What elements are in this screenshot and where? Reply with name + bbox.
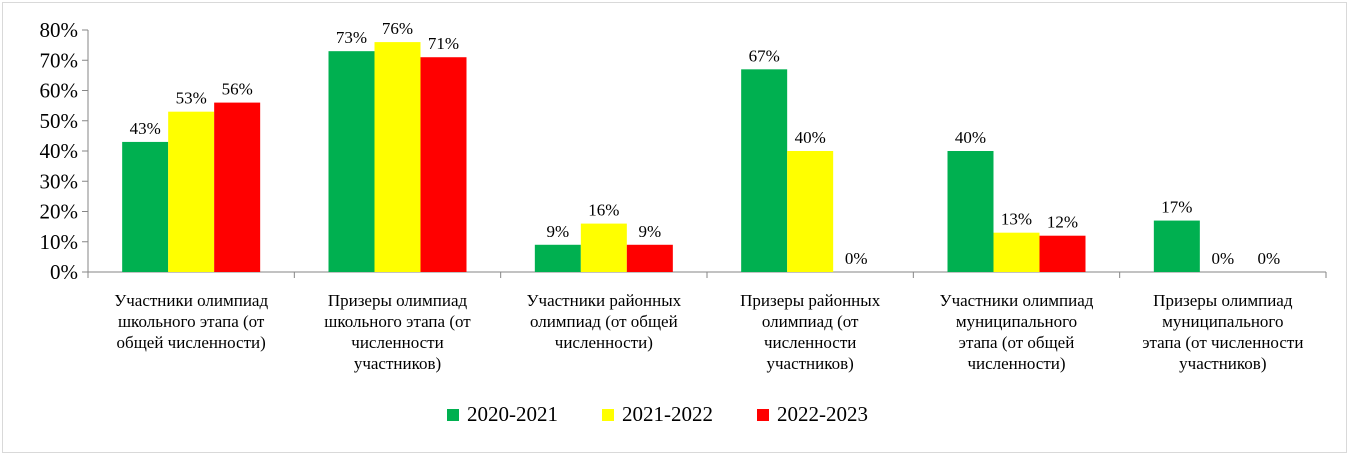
category-label-line: Призеры районных — [740, 291, 881, 310]
category-label-line: общей численности) — [117, 333, 266, 352]
bar — [1153, 220, 1200, 272]
category-label-line: школьного этапа (от — [324, 312, 471, 331]
bar — [420, 57, 467, 272]
data-label: 40% — [795, 128, 826, 147]
data-label: 9% — [546, 222, 569, 241]
category-label-line: олимпиад (от общей — [530, 312, 678, 331]
y-tick-label: 0% — [50, 260, 78, 284]
category-label: Призеры районных олимпиад (от численности у… — [740, 291, 881, 373]
data-label: 53% — [176, 89, 207, 108]
category-label-line: школьного этапа (от — [118, 312, 265, 331]
y-tick-label: 80% — [40, 18, 79, 42]
category-label-line: Призеры олимпиад — [1153, 291, 1293, 310]
category-label-line: Участники районных — [526, 291, 681, 310]
category-label-line: муниципального — [956, 312, 1077, 331]
category-label: Участники олимпиад школьного этапа (от общ… — [114, 291, 268, 352]
category-label-line: численности) — [555, 333, 653, 352]
data-label: 0% — [1257, 249, 1280, 268]
legend-swatch — [757, 409, 769, 421]
legend-label: 2021-2022 — [622, 402, 713, 426]
bar — [580, 223, 627, 272]
data-label: 71% — [428, 34, 459, 53]
bar — [168, 111, 215, 272]
category-label: Призеры олимпиад школьного этапа (от числе… — [324, 291, 471, 373]
category-label-line: Призеры олимпиад — [328, 291, 468, 310]
category-label-line: олимпиад (от — [762, 312, 859, 331]
legend-label: 2022-2023 — [777, 402, 868, 426]
y-tick-label: 70% — [40, 48, 79, 72]
category-label: Участники олимпиад муниципального этапа (о… — [940, 291, 1094, 373]
category-label-line: участников) — [354, 354, 441, 373]
category-label-line: участников) — [766, 354, 853, 373]
data-label: 16% — [588, 201, 619, 220]
y-tick-label: 10% — [40, 230, 79, 254]
category-label-line: численности — [764, 333, 856, 352]
y-tick-label: 20% — [40, 200, 79, 224]
data-label: 9% — [638, 222, 661, 241]
bar — [328, 51, 375, 272]
category-label: Призеры олимпиад муниципального этапа (от … — [1142, 291, 1303, 373]
data-label: 13% — [1001, 210, 1032, 229]
legend-swatch — [602, 409, 614, 421]
data-label: 17% — [1161, 198, 1192, 217]
bar — [993, 232, 1040, 272]
data-label: 43% — [130, 119, 161, 138]
bar — [214, 102, 261, 272]
bar — [534, 244, 581, 272]
data-label: 0% — [845, 249, 868, 268]
y-tick-label: 30% — [40, 169, 79, 193]
data-label: 73% — [336, 28, 367, 47]
bar — [626, 244, 673, 272]
data-label: 0% — [1211, 249, 1234, 268]
category-label-line: Участники олимпиад — [114, 291, 268, 310]
bar — [947, 151, 994, 272]
y-tick-label: 50% — [40, 109, 79, 133]
data-label: 40% — [955, 128, 986, 147]
data-label: 67% — [749, 46, 780, 65]
bar — [374, 42, 421, 272]
bar — [122, 141, 169, 272]
data-label: 76% — [382, 19, 413, 38]
bar — [741, 69, 788, 272]
y-tick-label: 40% — [40, 139, 79, 163]
legend-label: 2020-2021 — [467, 402, 558, 426]
y-tick-label: 60% — [40, 79, 79, 103]
category-label-line: Участники олимпиад — [940, 291, 1094, 310]
legend-swatch — [447, 409, 459, 421]
category-label-line: участников) — [1179, 354, 1266, 373]
category-label-line: численности) — [967, 354, 1065, 373]
data-label: 56% — [222, 80, 253, 99]
category-label-line: муниципального — [1162, 312, 1283, 331]
category-label-line: этапа (от численности — [1142, 333, 1303, 352]
bar — [787, 151, 834, 272]
category-label-line: численности — [351, 333, 443, 352]
data-label: 12% — [1047, 213, 1078, 232]
category-label-line: этапа (от общей — [959, 333, 1075, 352]
bar — [1039, 235, 1086, 272]
category-label: Участники районных олимпиад (от общей числ… — [526, 291, 681, 352]
